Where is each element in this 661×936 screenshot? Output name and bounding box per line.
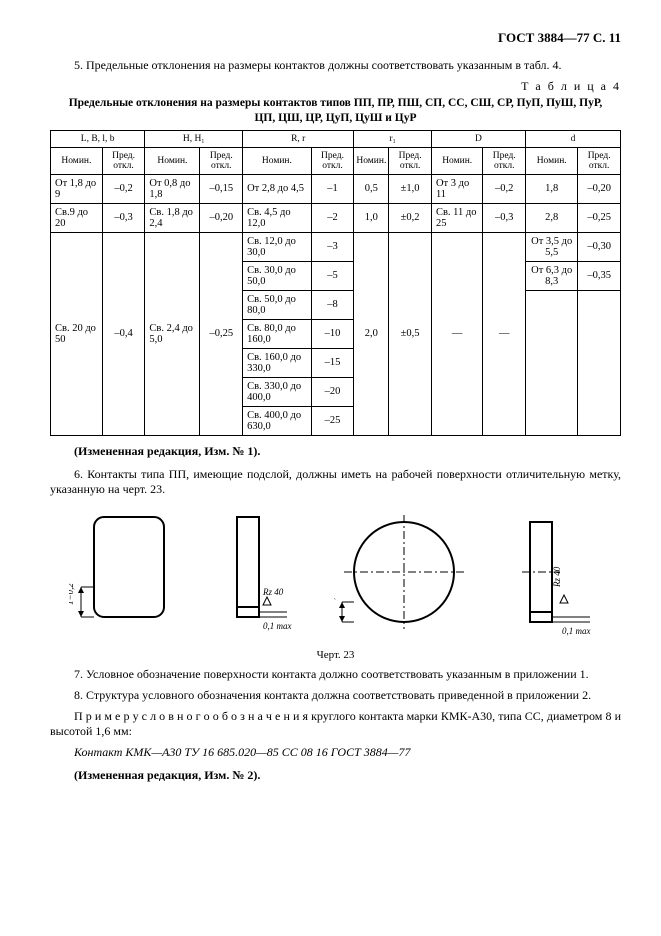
table-title-line2: ЦП, ЦШ, ЦР, ЦуП, ЦуШ и ЦуР	[254, 112, 416, 124]
table-cell: –2	[311, 203, 354, 232]
table-cell: 2,0	[354, 232, 389, 435]
table-cell: –1	[311, 174, 354, 203]
table-cell: Св. 330,0 до 400,0	[243, 377, 312, 406]
paragraph-5: 5. Предельные отклонения на размеры конт…	[50, 58, 621, 73]
table-cell: От 2,8 до 4,5	[243, 174, 312, 203]
col-group-2: H, H₁	[145, 130, 243, 147]
table-cell: –0,20	[578, 174, 621, 203]
table-cell: –0,2	[102, 174, 145, 203]
table-cell	[578, 290, 621, 435]
table-cell: –0,15	[200, 174, 243, 203]
table-cell: –0,3	[102, 203, 145, 232]
col-group-1: L, B, l, b	[51, 130, 145, 147]
table-cell: –0,2	[483, 174, 526, 203]
paragraph-7: 7. Условное обозначение поверхности конт…	[50, 667, 621, 682]
figure-caption: Черт. 23	[50, 649, 621, 661]
table-cell: –3	[311, 232, 354, 261]
col-dev: Пред. откл.	[102, 147, 145, 174]
fig-circle-front: 1−0,2	[334, 507, 474, 647]
svg-text:0,1 max: 0,1 max	[562, 626, 591, 636]
table-cell: 1,0	[354, 203, 389, 232]
col-dev: Пред. откл.	[389, 147, 432, 174]
fig-circle-side: Rz 40 0,1 max	[512, 507, 602, 647]
col-group-4: r₁	[354, 130, 432, 147]
table-cell	[526, 290, 578, 435]
table-cell: Св. 30,0 до 50,0	[243, 261, 312, 290]
col-group-3: R, r	[243, 130, 354, 147]
table-cell: –0,25	[578, 203, 621, 232]
table-cell: Св.9 до 20	[51, 203, 103, 232]
table-cell: –0,20	[200, 203, 243, 232]
col-nom: Номин.	[526, 147, 578, 174]
table-cell: —	[431, 232, 482, 435]
col-dev: Пред. откл.	[483, 147, 526, 174]
table-cell: От 1,8 до 9	[51, 174, 103, 203]
table-cell: –5	[311, 261, 354, 290]
paragraph-8: 8. Структура условного обозначения конта…	[50, 688, 621, 703]
figure-row: 1−0,2 Rz 40 0,1 max 1−0,2 Rz 40 0,1 max	[50, 507, 621, 647]
table-title: Предельные отклонения на размеры контакт…	[50, 96, 621, 126]
fig-rect-side: Rz 40 0,1 max	[217, 507, 297, 647]
table-cell: —	[483, 232, 526, 435]
table-title-line1: Предельные отклонения на размеры контакт…	[69, 97, 603, 109]
table-cell: Св. 4,5 до 12,0	[243, 203, 312, 232]
table-cell: Св. 12,0 до 30,0	[243, 232, 312, 261]
col-group-6: d	[526, 130, 621, 147]
table-cell: –0,3	[483, 203, 526, 232]
svg-text:0,1 max: 0,1 max	[263, 621, 292, 631]
svg-text:Rz 40: Rz 40	[262, 587, 284, 597]
edition-note-1: (Измененная редакция, Изм. № 1).	[50, 444, 621, 459]
table-cell: ±0,5	[389, 232, 432, 435]
table-cell: –0,4	[102, 232, 145, 435]
svg-text:Rz 40: Rz 40	[552, 566, 562, 588]
table-cell: –15	[311, 348, 354, 377]
table-cell: –10	[311, 319, 354, 348]
col-nom: Номин.	[145, 147, 200, 174]
table-cell: –20	[311, 377, 354, 406]
col-nom: Номин.	[243, 147, 312, 174]
table-cell: Св. 50,0 до 80,0	[243, 290, 312, 319]
col-dev: Пред. откл.	[311, 147, 354, 174]
table-cell: –0,35	[578, 261, 621, 290]
table-cell: 0,5	[354, 174, 389, 203]
table-cell: От 0,8 до 1,8	[145, 174, 200, 203]
example-intro: П р и м е р у с л о в н о г о о б о з н …	[50, 709, 621, 739]
table-label: Т а б л и ц а 4	[50, 79, 621, 94]
table-cell: От 3,5 до 5,5	[526, 232, 578, 261]
col-nom: Номин.	[354, 147, 389, 174]
table-cell: От 6,3 до 8,3	[526, 261, 578, 290]
table-cell: –0,30	[578, 232, 621, 261]
col-dev: Пред. откл.	[578, 147, 621, 174]
table-cell: Св. 2,4 до 5,0	[145, 232, 200, 435]
table-cell: –25	[311, 406, 354, 435]
table-cell: ±0,2	[389, 203, 432, 232]
svg-text:1−0,2: 1−0,2	[334, 593, 336, 615]
col-nom: Номин.	[431, 147, 482, 174]
fig-rect-front: 1−0,2	[69, 507, 179, 647]
table-cell: Св. 1,8 до 2,4	[145, 203, 200, 232]
svg-text:1−0,2: 1−0,2	[69, 583, 75, 605]
table-cell: –0,25	[200, 232, 243, 435]
paragraph-6: 6. Контакты типа ПП, имеющие подслой, до…	[50, 467, 621, 497]
example-line: Контакт КМК—А30 ТУ 16 685.020—85 СС 08 1…	[50, 745, 621, 760]
table-cell: От 3 до 11	[431, 174, 482, 203]
edition-note-2: (Измененная редакция, Изм. № 2).	[50, 768, 621, 783]
table-cell: Св. 400,0 до 630,0	[243, 406, 312, 435]
table-cell: Св. 20 до 50	[51, 232, 103, 435]
table-cell: 1,8	[526, 174, 578, 203]
table-cell: –8	[311, 290, 354, 319]
col-group-5: D	[431, 130, 525, 147]
table-cell: ±1,0	[389, 174, 432, 203]
page-header: ГОСТ 3884—77 С. 11	[50, 30, 621, 46]
table-cell: Св. 160,0 до 330,0	[243, 348, 312, 377]
deviations-table: L, B, l, b H, H₁ R, r r₁ D d Номин.Пред.…	[50, 130, 621, 436]
table-cell: Св. 80,0 до 160,0	[243, 319, 312, 348]
table-cell: 2,8	[526, 203, 578, 232]
col-dev: Пред. откл.	[200, 147, 243, 174]
table-cell: Св. 11 до 25	[431, 203, 482, 232]
col-nom: Номин.	[51, 147, 103, 174]
